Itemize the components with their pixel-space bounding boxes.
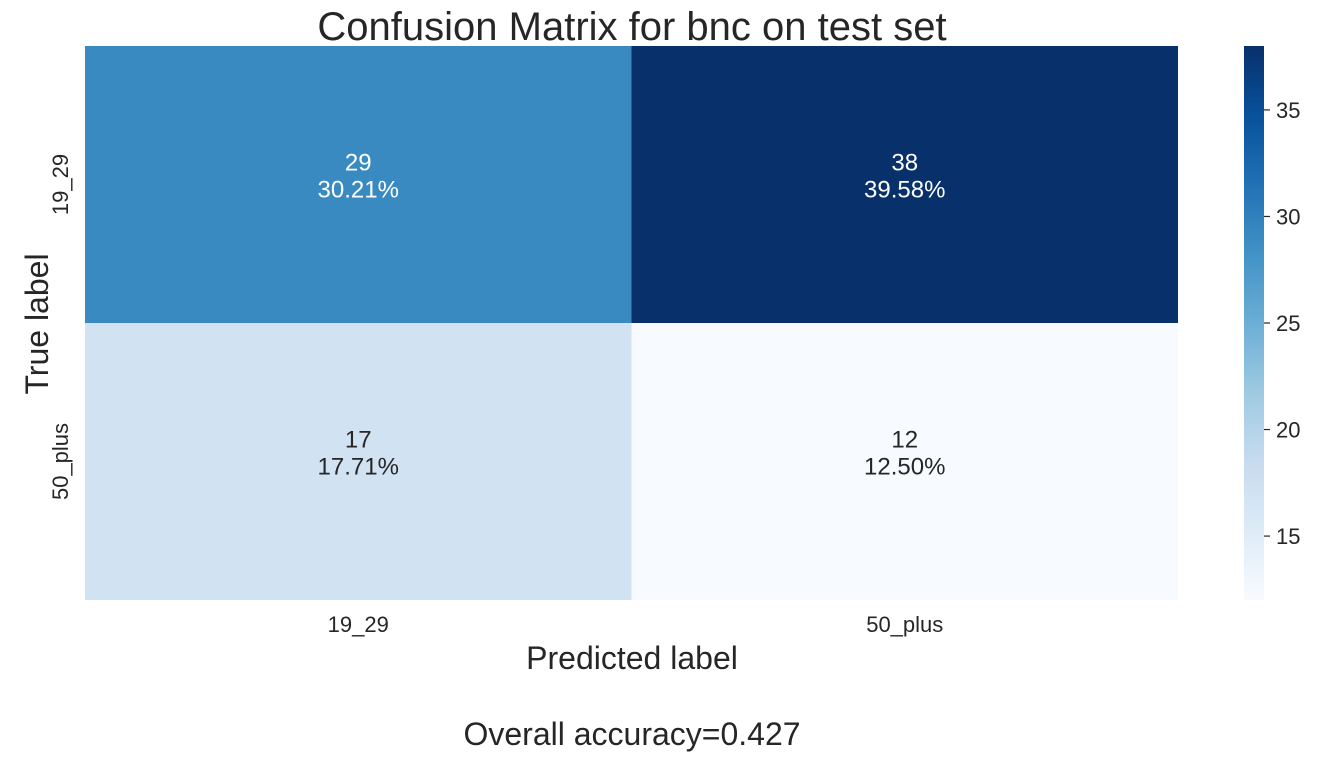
colorbar-tick-label: 20 (1276, 418, 1300, 443)
heatmap-cells (85, 46, 1178, 600)
cell-percent-label: 12.50% (864, 454, 945, 481)
cell-percent-label: 30.21% (318, 177, 399, 204)
y-tick-label: 50_plus (48, 423, 73, 500)
x-axis-label: Predicted label (526, 640, 738, 676)
x-tick-label: 50_plus (866, 612, 943, 637)
cell-count-label: 38 (891, 150, 918, 177)
colorbar-tick-label: 30 (1276, 204, 1300, 229)
heatmap-cell (631, 46, 1178, 323)
colorbar-tick-label: 35 (1276, 98, 1300, 123)
colorbar-tick-label: 25 (1276, 311, 1300, 336)
cell-percent-label: 17.71% (318, 454, 399, 481)
colorbar (1244, 46, 1264, 600)
heatmap-cell (631, 323, 1178, 600)
colorbar-tick-label: 15 (1276, 524, 1300, 549)
cell-count-label: 12 (891, 427, 918, 454)
heatmap-cell (85, 323, 632, 600)
cell-count-label: 29 (345, 150, 372, 177)
overall-accuracy: Overall accuracy=0.427 (463, 716, 800, 752)
x-tick-labels: 19_29 50_plus (328, 612, 944, 637)
colorbar-ticks: 15 20 25 30 35 (1264, 98, 1300, 549)
y-axis-label: True label (19, 253, 55, 394)
heatmap-cell (85, 46, 632, 323)
x-tick-label: 19_29 (328, 612, 389, 637)
cell-count-label: 17 (345, 427, 372, 454)
cell-percent-label: 39.58% (864, 177, 945, 204)
y-tick-labels: 19_29 50_plus (48, 154, 73, 500)
y-tick-label: 19_29 (48, 154, 73, 215)
chart-title: Confusion Matrix for bnc on test set (317, 5, 946, 49)
